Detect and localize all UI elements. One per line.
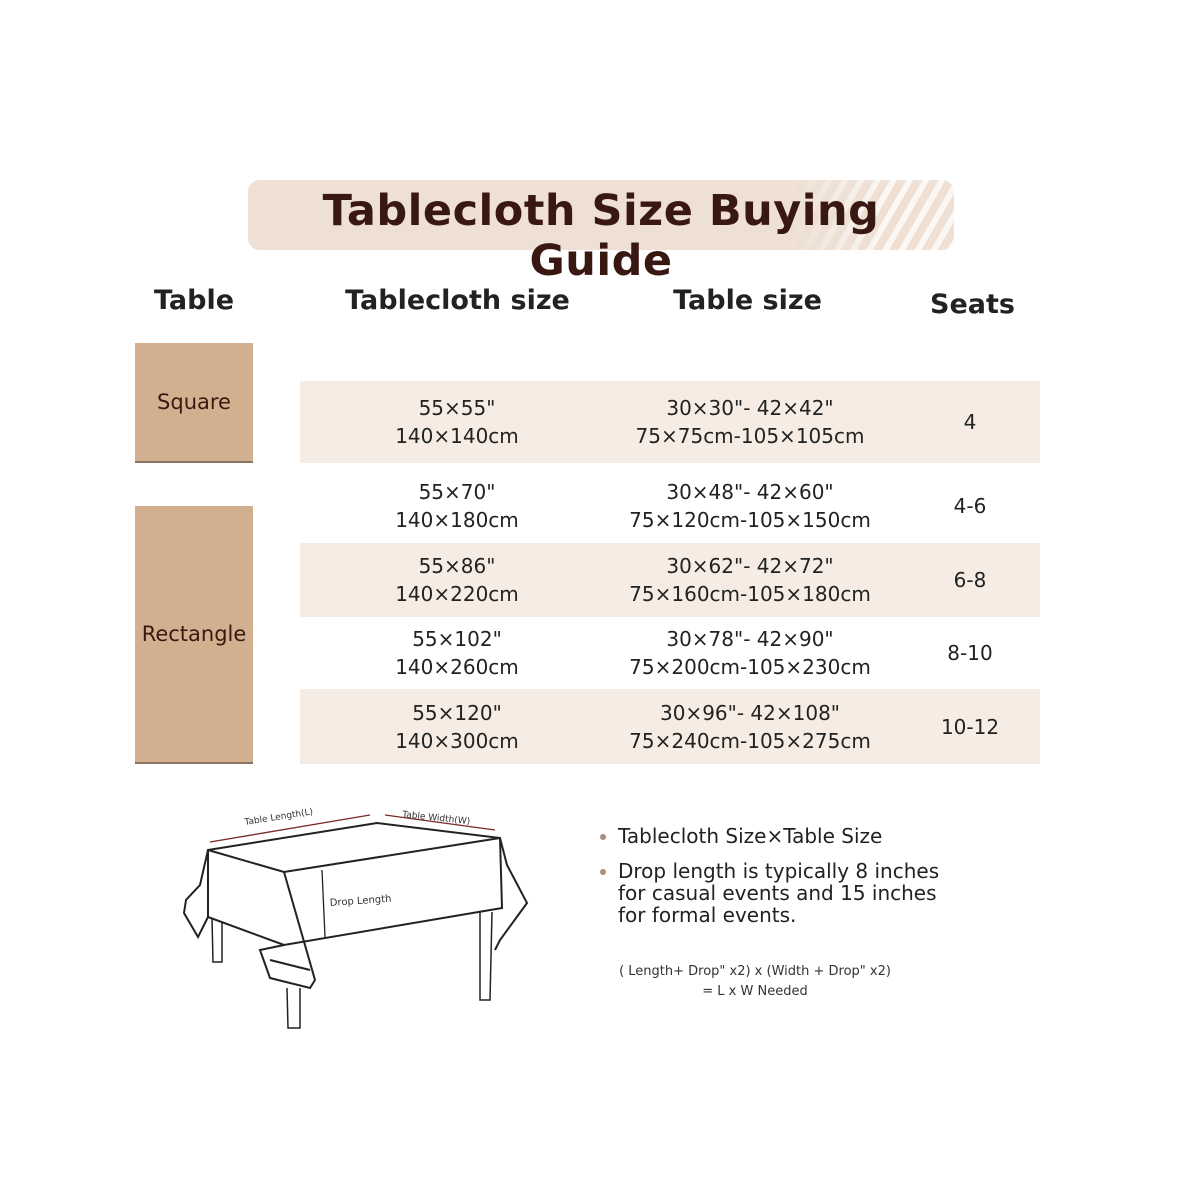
seats: 4 <box>963 410 977 434</box>
seats: 8-10 <box>947 641 993 665</box>
table-row: 55×86" 140×220cm 30×62"- 42×72" 75×160cm-1… <box>300 543 1040 617</box>
table-inches: 30×62"- 42×72" <box>666 554 834 578</box>
table-legs <box>211 911 493 1029</box>
type-square: Square <box>135 343 253 463</box>
cloth-inches: 55×70" <box>418 480 496 504</box>
table-cm: 75×120cm-105×150cm <box>629 508 871 532</box>
seats: 6-8 <box>953 568 987 592</box>
seats: 10-12 <box>940 714 1000 739</box>
cloth-cm: 140×180cm <box>395 508 519 532</box>
cloth-cm: 140×300cm <box>395 728 519 753</box>
table-diagram: Table Length(L) Table Width(W) Drop Leng… <box>182 807 529 1029</box>
table-row: 55×102" 140×260cm 30×78"- 42×90" 75×200cm-… <box>300 619 1040 687</box>
table-inches: 30×48"- 42×60" <box>666 480 834 504</box>
formula-line-2: = L x W Needed <box>702 984 808 999</box>
note-text: Drop length is typically 8 inches for ca… <box>618 859 940 927</box>
table-row: 55×55" 140×140cm 30×30"- 42×42" 75×75cm-10… <box>300 381 1040 463</box>
cloth-inches: 55×86" <box>418 554 496 578</box>
dimension-arrows <box>209 814 496 938</box>
note-text: Tablecloth Size×Table Size <box>618 824 883 848</box>
decorative-stripes <box>784 180 954 250</box>
table-inches: 30×30"- 42×42" <box>666 396 834 420</box>
formula-line-1: ( Length+ Drop" x2) x (Width + Drop" x2) <box>619 964 891 979</box>
table-inches: 30×78"- 42×90" <box>666 627 834 651</box>
table-inches: 30×96"- 42×108" <box>659 700 840 725</box>
seats: 4-6 <box>953 494 987 518</box>
cloth-cm: 140×260cm <box>395 655 519 679</box>
cloth-cm: 140×140cm <box>395 424 519 448</box>
cloth-inches: 55×120" <box>412 700 502 725</box>
table-cm: 75×240cm-105×275cm <box>629 728 871 753</box>
formula: ( Length+ Drop" x2) x (Width + Drop" x2)… <box>590 962 920 1002</box>
cloth-inches: 55×102" <box>412 627 502 651</box>
type-rectangle: Rectangle <box>135 506 253 764</box>
tablecloth-outline <box>182 821 529 990</box>
note-2: Drop length is typically 8 inches for ca… <box>600 859 948 927</box>
header-tablecloth-size: Tablecloth size <box>345 285 570 316</box>
header-seats: Seats <box>930 289 1015 320</box>
table-row: 55×70" 140×180cm 30×48"- 42×60" 75×120cm-1… <box>300 471 1040 541</box>
bullet-icon <box>600 834 606 840</box>
cloth-cm: 140×220cm <box>395 582 519 606</box>
cloth-inches: 55×55" <box>418 396 496 420</box>
note-1: Tablecloth Size×Table Size <box>600 824 958 848</box>
width-label: Table Width(W) <box>401 810 471 827</box>
table-cm: 75×200cm-105×230cm <box>629 655 871 679</box>
table-cm: 75×75cm-105×105cm <box>635 424 865 448</box>
drop-length-label: Drop Length <box>329 894 391 909</box>
table-row: 55×120" 140×300cm 30×96"- 42×108" 75×240cm… <box>300 689 1040 764</box>
table-cm: 75×160cm-105×180cm <box>629 582 871 606</box>
length-label: Table Length(L) <box>243 807 314 828</box>
title-banner <box>248 180 954 250</box>
bullet-icon <box>600 869 606 875</box>
page-title: Tablecloth Size Buying Guide <box>322 186 880 286</box>
header-table: Table <box>153 285 235 316</box>
header-table-size: Table size <box>673 285 822 316</box>
